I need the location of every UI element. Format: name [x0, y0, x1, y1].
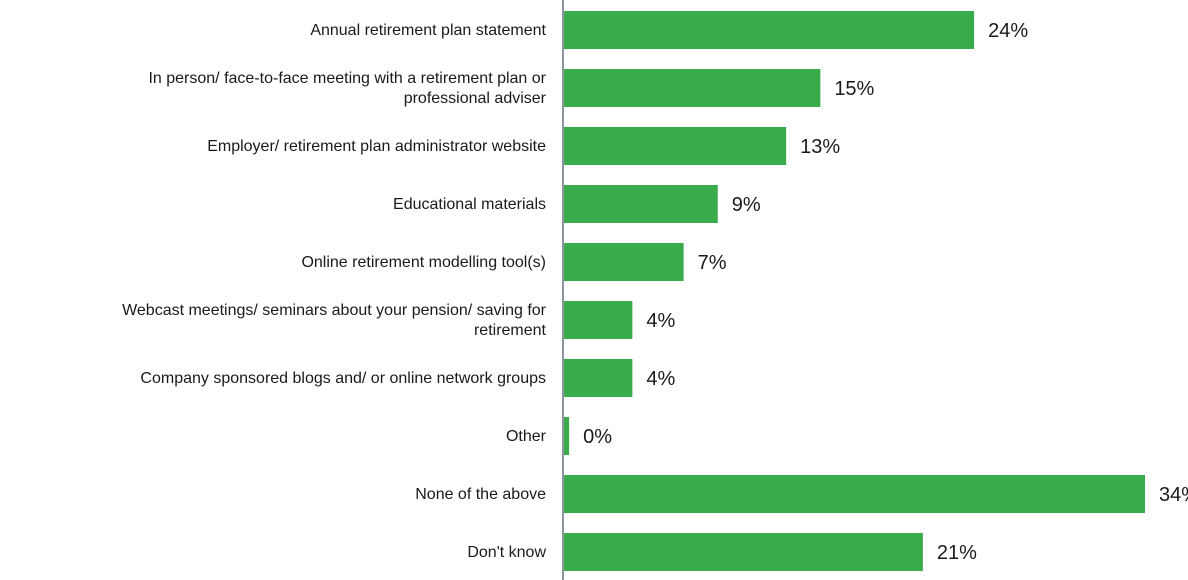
bar	[564, 359, 633, 397]
bar	[564, 475, 1145, 513]
data-label: 7%	[698, 252, 727, 274]
category-label: Annual retirement plan statement	[310, 22, 546, 39]
category-label: Don't know	[467, 544, 546, 561]
data-label: 34%	[1159, 484, 1188, 506]
category-label: professional adviser	[404, 90, 547, 107]
data-label: 9%	[732, 194, 761, 216]
data-label: 15%	[834, 78, 874, 100]
category-label: Other	[506, 428, 547, 445]
bar	[564, 417, 570, 455]
bar	[564, 127, 787, 165]
data-label: 24%	[988, 20, 1028, 42]
data-label: 0%	[583, 426, 612, 448]
data-label: 4%	[646, 368, 675, 390]
category-label: retirement	[474, 322, 547, 339]
category-label: None of the above	[415, 486, 546, 503]
bar	[564, 69, 821, 107]
category-label: Webcast meetings/ seminars about your pe…	[122, 302, 547, 319]
category-label: Online retirement modelling tool(s)	[301, 254, 546, 271]
category-label: Employer/ retirement plan administrator …	[207, 138, 546, 155]
category-label: Company sponsored blogs and/ or online n…	[140, 370, 546, 387]
bar	[564, 185, 718, 223]
data-label: 4%	[646, 310, 675, 332]
data-label: 21%	[937, 542, 977, 564]
category-label: In person/ face-to-face meeting with a r…	[148, 70, 546, 87]
category-label: Educational materials	[393, 196, 546, 213]
bar	[564, 243, 684, 281]
data-label: 13%	[800, 136, 840, 158]
bar	[564, 533, 923, 571]
bar	[564, 11, 975, 49]
bar	[564, 301, 633, 339]
